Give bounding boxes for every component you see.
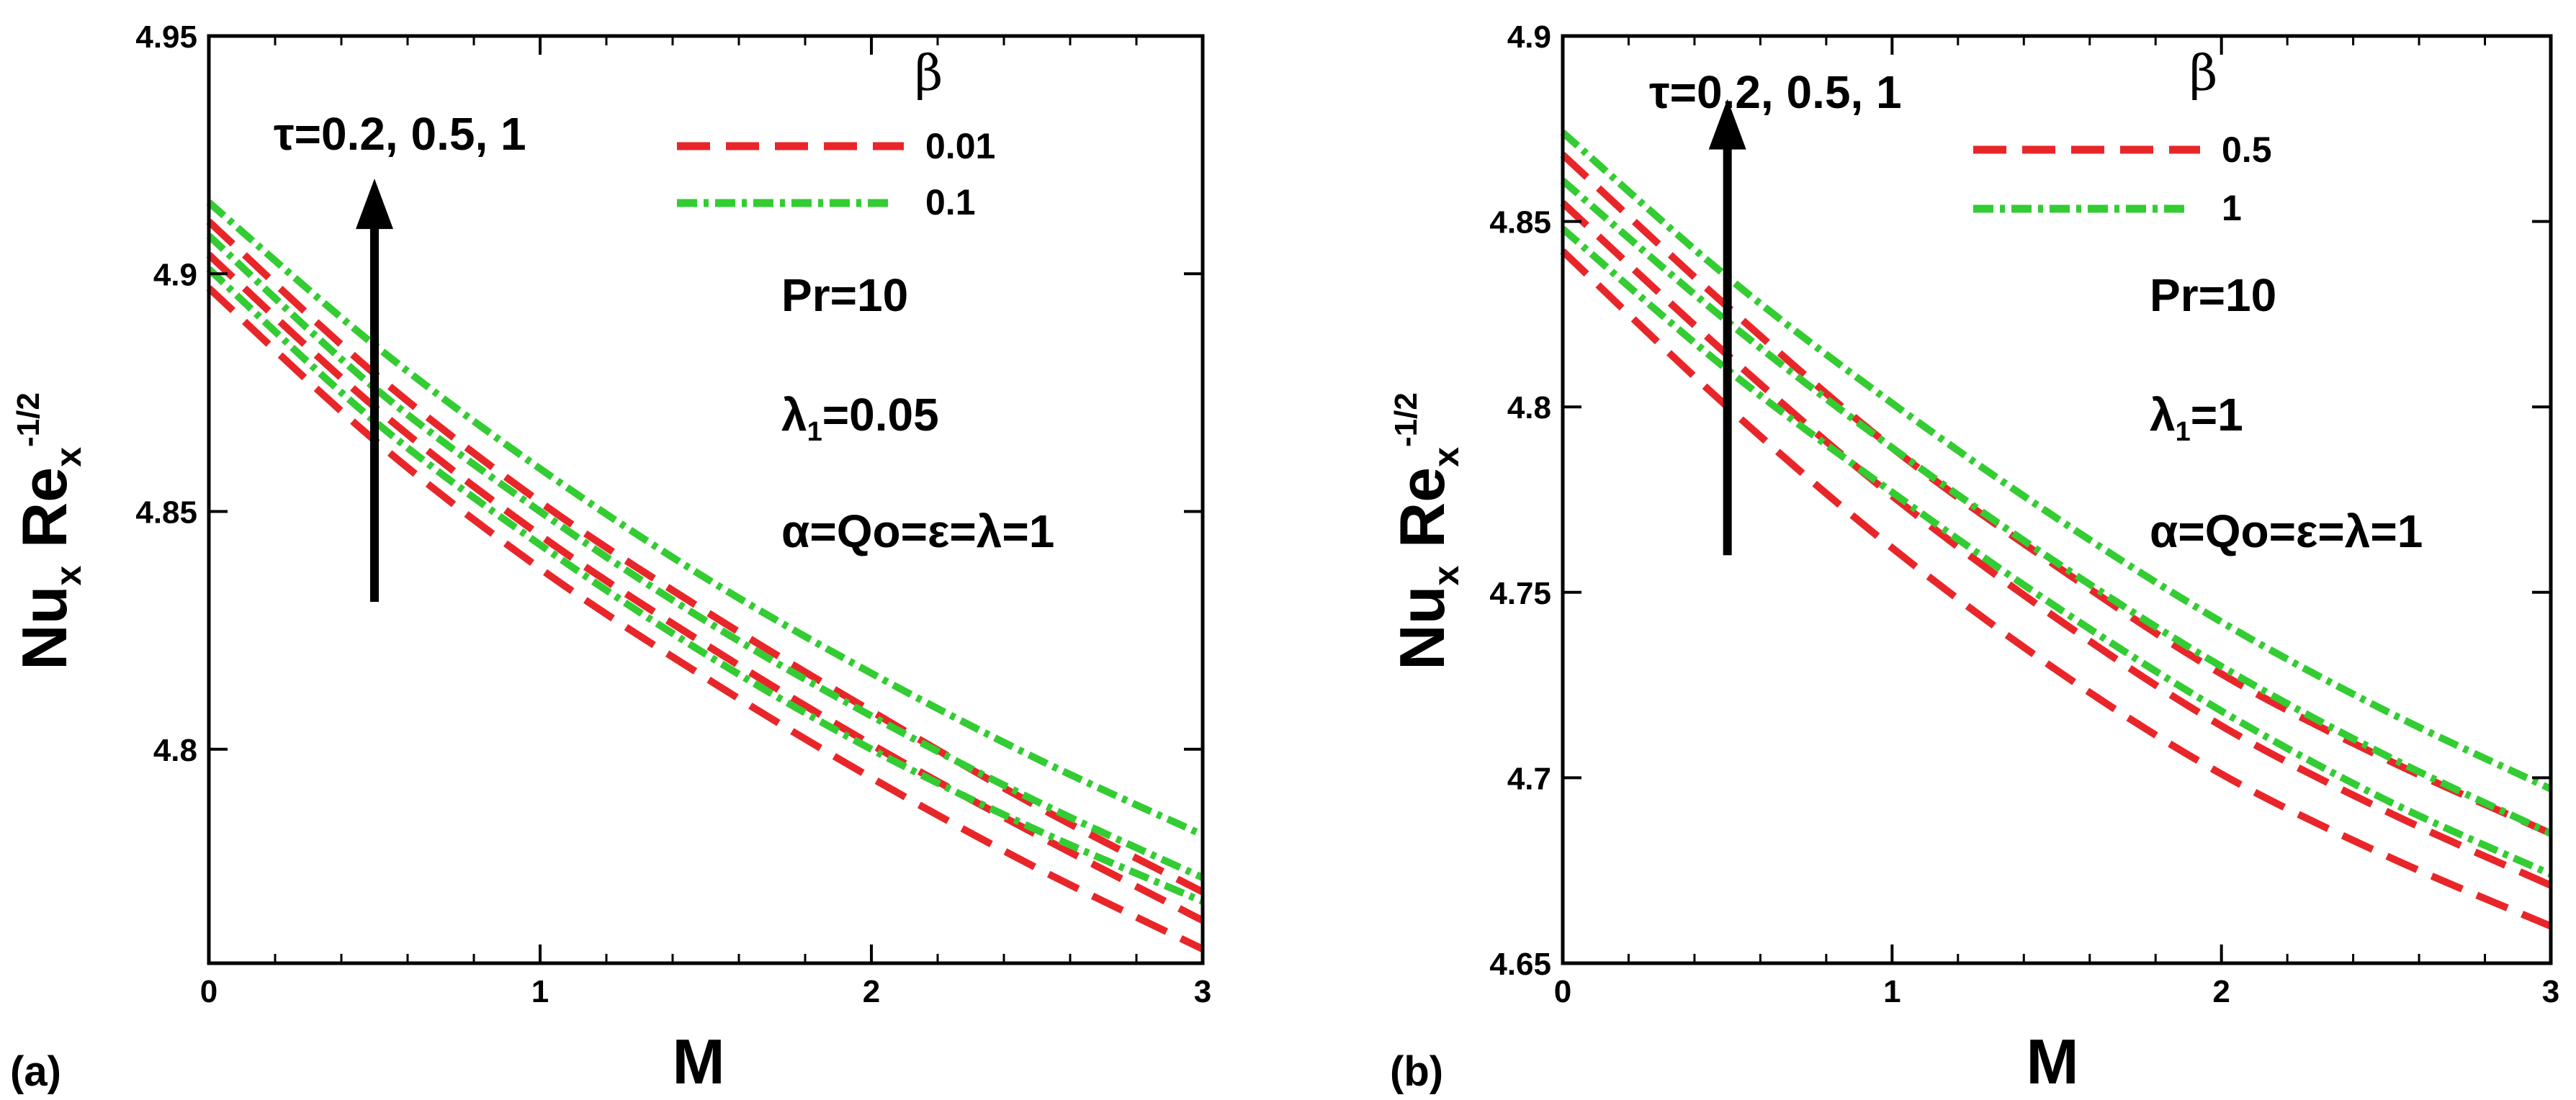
y-tick-label-a-0: 4.8 [153,733,197,768]
arrow-label-a: τ=0.2, 0.5, 1 [274,108,526,160]
y-tick-label-b-5: 4.9 [1507,19,1551,55]
x-tick-label-b-3: 3 [2542,974,2559,1009]
y-axis-title-text-b: Nux Rex-1/2 [1386,392,1466,670]
y-tick-label-a-1: 4.85 [135,495,197,531]
y-tick-label-b-2: 4.75 [1489,576,1551,611]
y-axis-title-text-a: Nux Rex-1/2 [9,392,89,670]
plot-frame-a [207,34,1205,965]
x-axis-title-a: M [672,1026,724,1097]
ticks-group-a: 0 1 2 3 4.8 4.85 4.9 4.95 [135,19,1211,1009]
y-tick-label-a-2: 4.9 [153,257,197,292]
y-axis-title-b: Nux Rex-1/2 [1386,392,1466,670]
tau-arrow-head-a [356,179,393,230]
plot-frame-b [1561,34,2553,965]
tau-arrow-head-b [1708,99,1746,150]
x-tick-label-a-0: 0 [200,974,217,1009]
plot-area-a: 0 1 2 34.84.854.94.95 τ=0.2, 0.5, 1 β 0.01 … [135,19,1211,1009]
legend-label-a-2: 0.1 [925,182,976,222]
y-axis-title-a: Nux Rex-1/2 [9,392,89,670]
tau-arrow-b [1708,99,1746,556]
series-line-b-6 [1560,130,2553,793]
annotation-lambda1-a: λ1=0.05 [781,389,939,447]
plot-area-b: 0 1 2 34.654.74.754.84.854.9 τ=0.2, 0.5, 1 … [1489,19,2559,1009]
annotation-params-b: α=Qo=ε=λ=1 [2150,505,2423,557]
series-line-b-4 [1560,226,2553,878]
tau-arrow-a [356,179,393,603]
y-tick-label-b-0: 4.65 [1489,947,1551,982]
annotation-pr-b: Pr=10 [2150,269,2276,321]
legend-label-b-2: 1 [2222,188,2242,228]
legend-title-a: β [915,45,943,102]
y-tick-label-b-1: 4.7 [1507,761,1551,796]
x-tick-label-a-3: 3 [1194,974,1211,1009]
series-line-b-5 [1560,178,2553,837]
legend-label-a-1: 0.01 [925,126,995,166]
x-tick-label-b-1: 1 [1883,974,1900,1009]
chart-panel-b: (b) Nux Rex-1/2 M 0 1 2 3 4.65 4.7 4.75 4.8 4.85… [1386,19,2559,1097]
x-tick-label-b-0: 0 [1554,974,1571,1009]
y-tick-label-b-4: 4.85 [1489,205,1551,240]
y-tick-label-b-3: 4.8 [1507,390,1551,425]
legend-title-b: β [2189,45,2217,102]
series-line-b-3 [1560,152,2553,837]
ticks-group-b: 0 1 2 3 4.65 4.7 4.75 4.8 4.85 4.9 [1489,19,2559,1009]
series-group-a [206,199,1205,952]
x-axis-title-b: M [2026,1026,2078,1097]
legend-label-b-1: 0.5 [2222,130,2272,170]
annotation-pr-a: Pr=10 [781,269,908,321]
x-tick-label-a-1: 1 [531,974,549,1009]
annotation-params-a: α=Qo=ε=λ=1 [781,505,1054,557]
panel-label-a: (a) [10,1048,61,1095]
panel-label-b: (b) [1390,1048,1443,1095]
y-tick-label-a-3: 4.95 [135,19,197,55]
series-line-a-4 [206,266,1204,905]
series-line-a-5 [206,233,1205,881]
x-tick-label-a-2: 2 [863,974,880,1009]
arrow-label-b: τ=0.2, 0.5, 1 [1649,66,1902,118]
chart-panel-a: (a) Nux Rex-1/2 M 0 1 2 3 4.8 4.85 4.9 4.95 τ=0… [9,19,1211,1097]
x-tick-label-b-2: 2 [2212,974,2230,1009]
annotation-lambda1-b: λ1=1 [2150,389,2243,447]
